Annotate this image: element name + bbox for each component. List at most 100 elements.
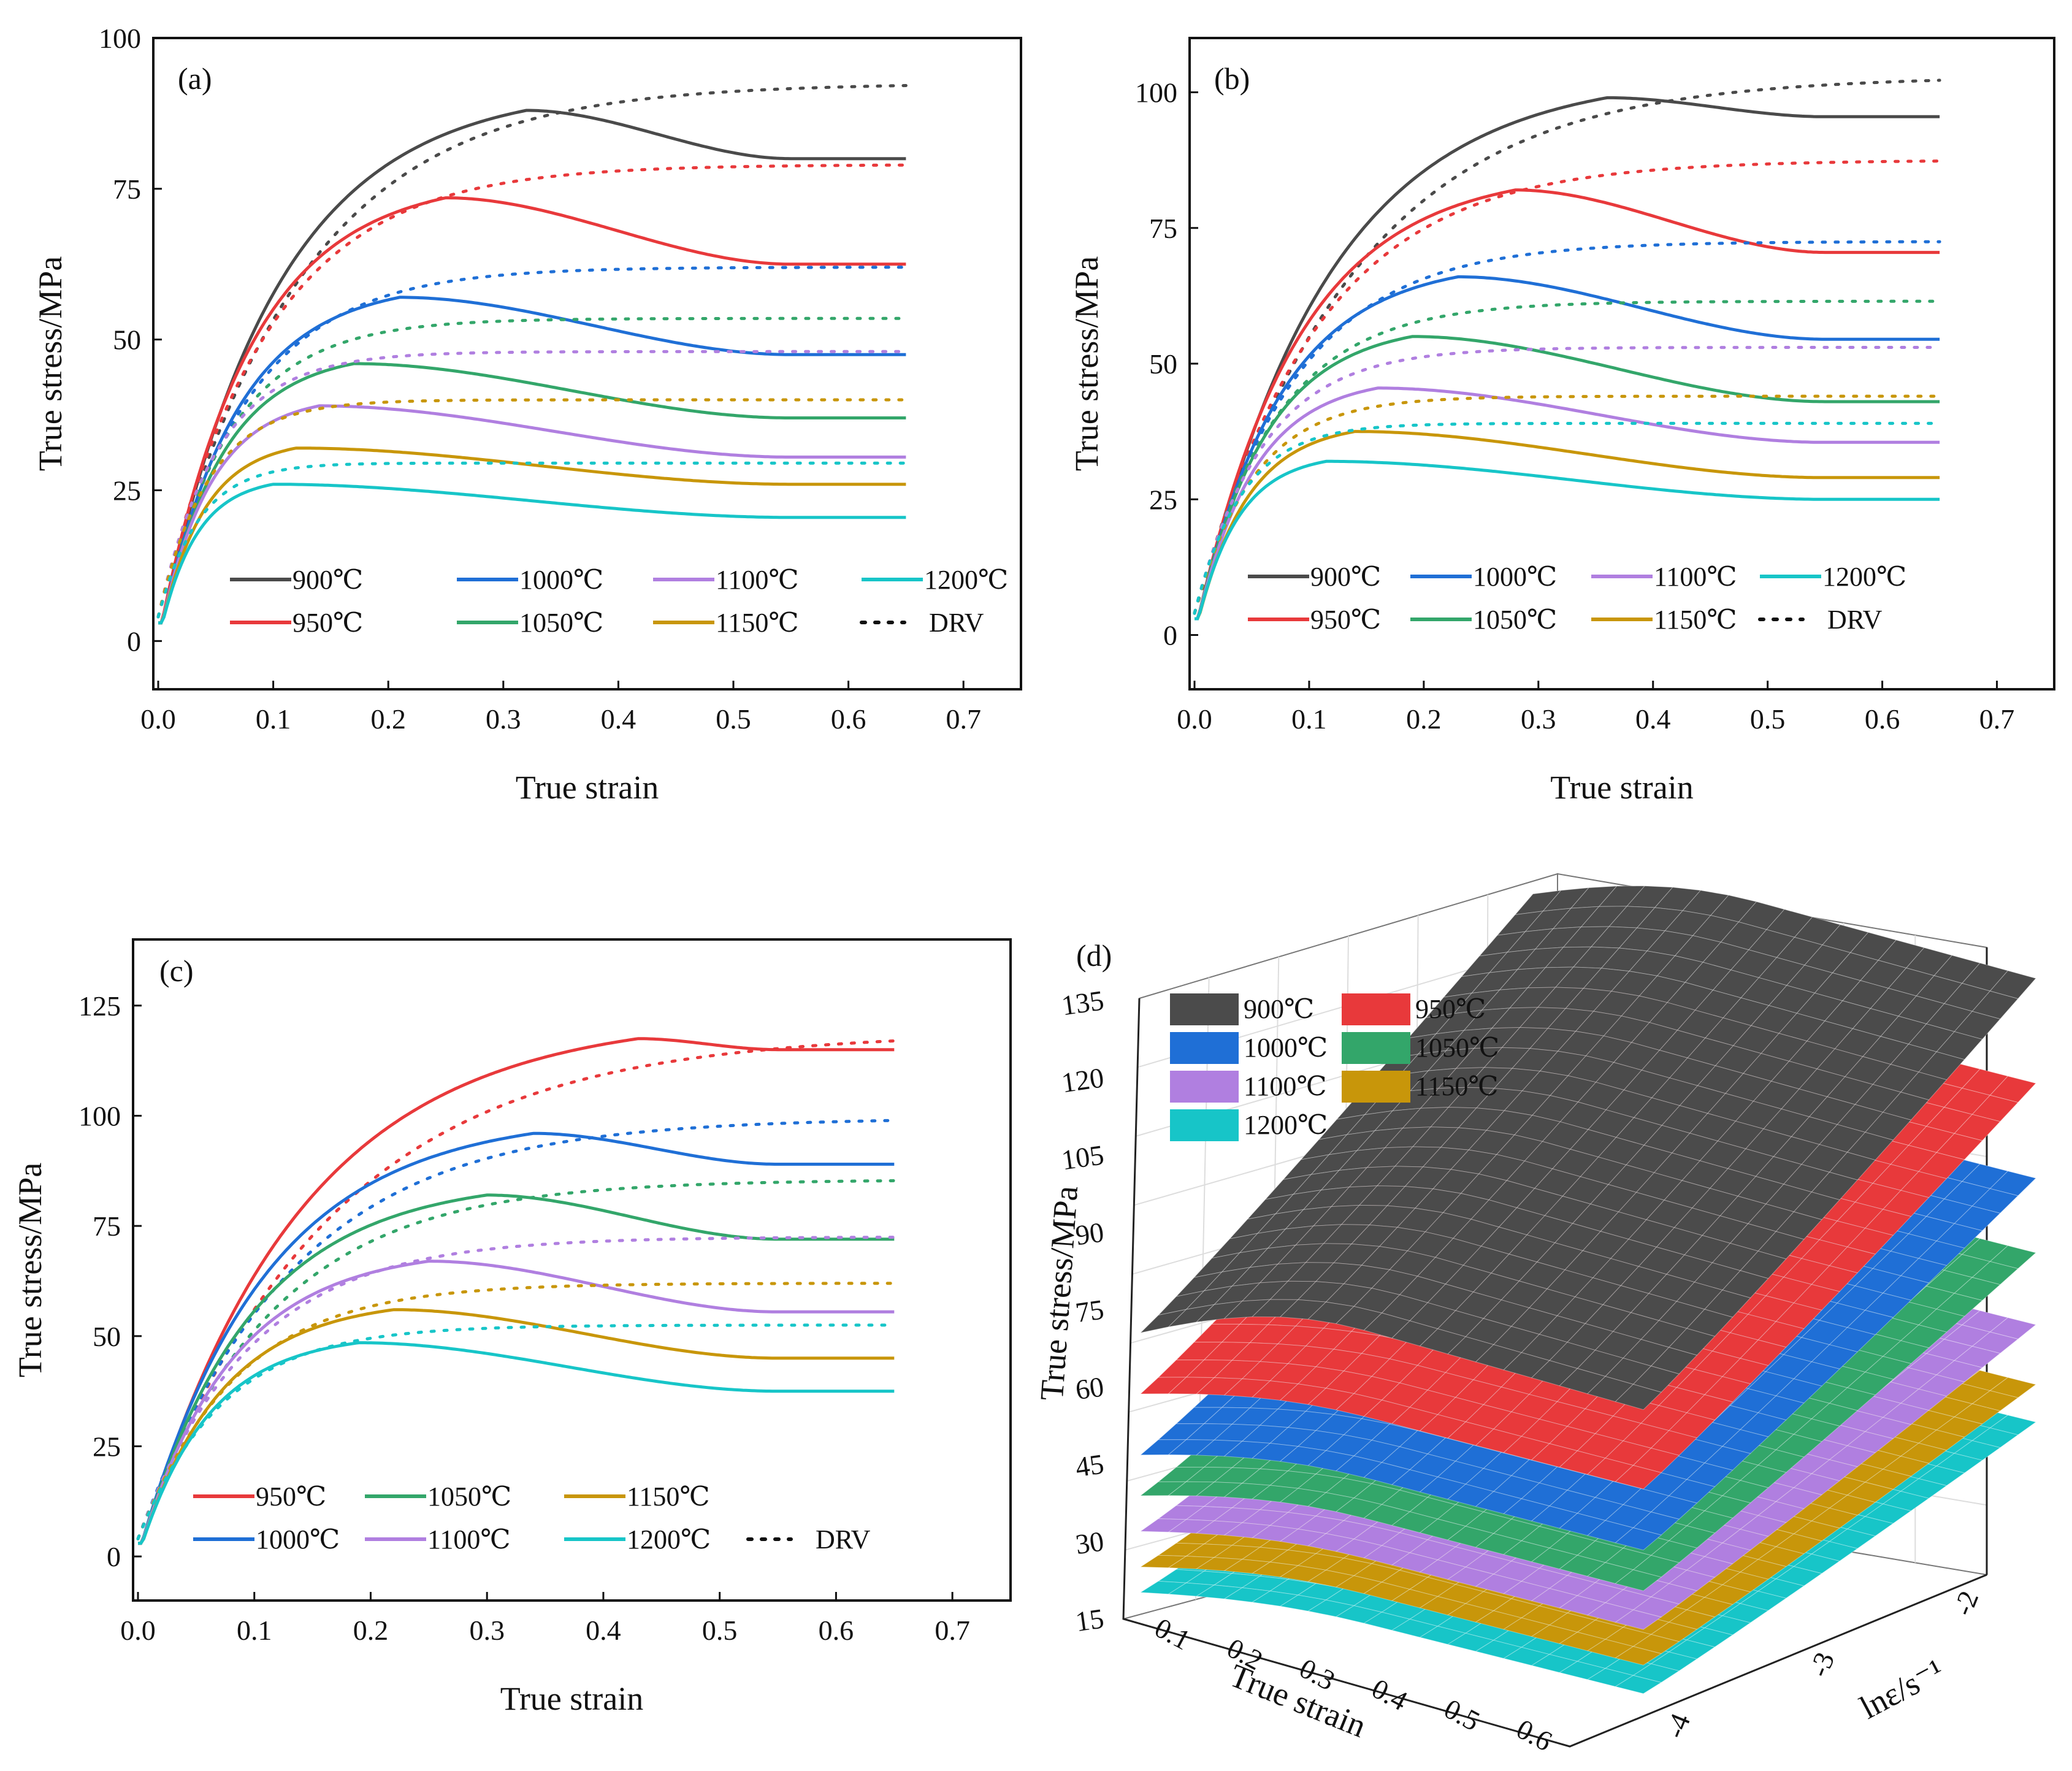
- flow-curve: [1195, 386, 1940, 621]
- y-tick-label: 75: [1149, 213, 1177, 244]
- surface-cell: [1954, 1206, 2001, 1231]
- legend-label: 950℃: [1310, 605, 1381, 635]
- legend-label: DRV: [929, 608, 984, 638]
- surface-cell: [1882, 1190, 1930, 1217]
- surface-cell: [1900, 1478, 1948, 1499]
- x-tick-label: 0.4: [601, 703, 637, 735]
- y-tick-label: 25: [1149, 484, 1177, 515]
- y-tick-label: 0: [127, 625, 141, 657]
- drv-curve: [156, 163, 908, 619]
- legend-label: DRV: [1827, 605, 1883, 635]
- legend-swatch: [1170, 1032, 1239, 1064]
- flow-curve: [138, 1131, 895, 1545]
- y-tick-label: 0: [107, 1541, 121, 1572]
- panel-label: (a): [178, 61, 212, 96]
- legend-swatch: [1170, 993, 1239, 1025]
- surface-cell: [1703, 1446, 1751, 1471]
- legend-label: 900℃: [292, 565, 363, 595]
- legend-label: 1050℃: [1415, 1033, 1499, 1063]
- surface-cell: [1615, 1609, 1662, 1630]
- z-tick-label: 135: [1060, 984, 1106, 1021]
- drv-curve: [156, 461, 908, 619]
- surface-cell: [1829, 1528, 1876, 1549]
- y-axis-label: True stress/MPa: [32, 256, 69, 472]
- legend-label: 1100℃: [716, 565, 799, 595]
- flow-curve: [1195, 275, 1940, 621]
- panel-label: (d): [1076, 938, 1112, 973]
- legend-label: 950℃: [292, 608, 363, 638]
- flow-curve: [158, 109, 906, 625]
- y-tick-label: 125: [78, 990, 121, 1022]
- drv-curve: [156, 84, 908, 619]
- y-tick-label: 100: [1135, 77, 1177, 109]
- legend-label: 1200℃: [1822, 562, 1906, 592]
- surface-cell: [1954, 1114, 2001, 1141]
- y-axis-label: True stress/MPa: [12, 1163, 48, 1378]
- flow-curve: [138, 1260, 895, 1545]
- x-axis-label: True strain: [500, 1680, 644, 1717]
- y-tick-label: 0: [1163, 620, 1177, 651]
- plot-frame: [132, 938, 1012, 1602]
- surface-cell: [1632, 1555, 1680, 1578]
- surface-cell: [1989, 1171, 2036, 1196]
- surface-cell: [1668, 1525, 1716, 1548]
- y-tick-label: -2: [1947, 1586, 1985, 1620]
- x-tick-label: 0.5: [716, 703, 751, 735]
- legend-label: 1150℃: [627, 1482, 710, 1512]
- drv-curve: [1193, 394, 1941, 615]
- x-tick-label: 0.5: [1439, 1693, 1485, 1737]
- surface-cell: [1811, 1541, 1859, 1562]
- surface-cell: [1918, 1051, 1965, 1081]
- x-tick-label: 0.2: [370, 703, 406, 735]
- z-tick-label: 45: [1074, 1448, 1106, 1483]
- chart-panel-d: 15 30 45 60 75 90 105 120 135 True stress/MPa 0.1 0…: [1033, 873, 2037, 1757]
- surface-cell: [1757, 1578, 1805, 1599]
- flow-curve: [138, 1193, 895, 1545]
- surface-cell: [1971, 1095, 2019, 1122]
- legend-label: 1000℃: [1473, 562, 1557, 592]
- y-tick-label: -4: [1659, 1709, 1697, 1743]
- legend-label: 1100℃: [1244, 1071, 1327, 1101]
- legend-label: 1000℃: [256, 1524, 340, 1555]
- drv-curve: [1193, 240, 1941, 615]
- x-tick-label: 0.7: [1979, 703, 2015, 735]
- legend-swatch: [1342, 1071, 1410, 1103]
- surface-cell: [1900, 1258, 1948, 1283]
- flow-curve: [158, 446, 906, 625]
- legend-label: 1100℃: [1654, 562, 1737, 592]
- surface-cell: [1775, 1211, 1822, 1240]
- z-tick-label: 90: [1074, 1216, 1106, 1251]
- y-tick-label: 75: [93, 1211, 121, 1242]
- drv-curve: [136, 1236, 896, 1540]
- box-edge: [1122, 998, 1987, 1748]
- y-tick-label: 100: [78, 1100, 121, 1131]
- surface-cell: [1703, 1290, 1751, 1318]
- x-tick-label: 0.7: [946, 703, 981, 735]
- surface-cell: [1703, 1376, 1751, 1402]
- x-tick-label: 0.1: [237, 1615, 272, 1646]
- legend-label: 1200℃: [1244, 1110, 1328, 1140]
- surface-cell: [1971, 1188, 2019, 1214]
- flow-curve: [1195, 459, 1940, 621]
- x-tick-label: 0.7: [935, 1615, 970, 1646]
- x-tick-label: 0.5: [702, 1615, 738, 1646]
- drv-curve: [1193, 299, 1941, 615]
- legend-label: 900℃: [1244, 994, 1314, 1024]
- z-tick-label: 15: [1074, 1602, 1106, 1637]
- surface-cell: [1936, 1031, 1983, 1060]
- surface-cell: [1793, 1192, 1840, 1220]
- x-tick-label: 0.0: [1177, 703, 1212, 735]
- x-tick-label: 0.6: [1512, 1713, 1558, 1757]
- surface-cell: [1686, 1309, 1734, 1337]
- legend-label: 1200℃: [924, 565, 1008, 595]
- surface-cell: [1615, 1465, 1662, 1490]
- surface-cell: [1793, 1520, 1841, 1542]
- surface-cell: [1740, 1250, 1787, 1279]
- surface-cell: [1739, 1515, 1787, 1537]
- panel-label: (c): [159, 954, 194, 988]
- flow-curve: [1195, 335, 1940, 621]
- surface-cell: [1650, 1583, 1698, 1605]
- x-tick-label: 0.4: [1367, 1672, 1413, 1716]
- surface-cell: [1615, 1527, 1662, 1551]
